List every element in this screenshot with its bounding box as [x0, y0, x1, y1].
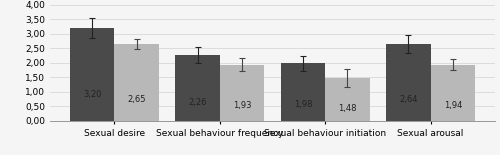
Text: 3,20: 3,20 — [83, 90, 102, 99]
Bar — [70, 28, 114, 121]
Bar — [280, 63, 325, 121]
Bar — [430, 64, 475, 121]
Text: 2,64: 2,64 — [399, 95, 417, 104]
Text: 1,98: 1,98 — [294, 100, 312, 109]
Text: 1,93: 1,93 — [233, 101, 252, 110]
Text: 2,65: 2,65 — [128, 95, 146, 104]
Bar — [386, 44, 430, 121]
Bar — [220, 65, 264, 121]
Bar — [176, 55, 220, 121]
Text: 1,94: 1,94 — [444, 101, 462, 110]
Text: 1,48: 1,48 — [338, 104, 356, 113]
Bar — [114, 44, 159, 121]
Bar — [325, 78, 370, 121]
Text: 2,26: 2,26 — [188, 98, 207, 107]
